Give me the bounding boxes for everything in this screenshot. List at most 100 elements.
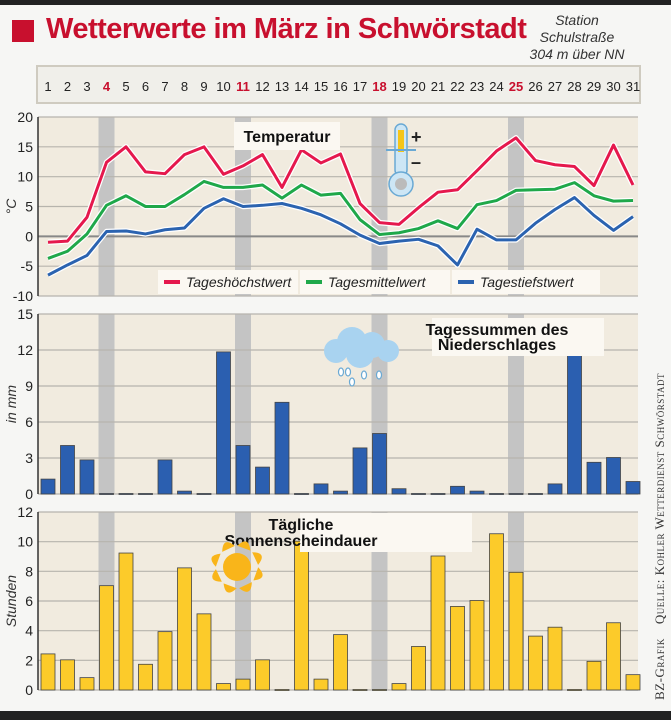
bar-day-4 bbox=[99, 493, 114, 495]
day-label: 3 bbox=[83, 79, 90, 94]
y-tick-label: 12 bbox=[17, 504, 33, 520]
chart-title-line: Niederschlages bbox=[438, 337, 556, 354]
y-axis-label: Stunden bbox=[3, 575, 19, 627]
chart-title-line: Tagessummen des bbox=[426, 322, 569, 339]
y-tick-label: 6 bbox=[25, 593, 33, 609]
bar-day-6 bbox=[138, 663, 153, 691]
day-label: 7 bbox=[161, 79, 168, 94]
credit: BZ-Grafik Quelle: Kohler Wetterdienst Sch… bbox=[652, 359, 668, 700]
day-label: 2 bbox=[64, 79, 71, 94]
bar-day-31 bbox=[625, 674, 641, 691]
thermometer-ball bbox=[395, 178, 407, 190]
y-tick-label: 12 bbox=[17, 342, 33, 358]
bar-day-22 bbox=[450, 485, 465, 495]
day-label: 12 bbox=[255, 79, 269, 94]
day-label: 17 bbox=[353, 79, 367, 94]
y-axis-label: in mm bbox=[3, 385, 19, 423]
raindrop bbox=[344, 367, 352, 377]
legend-box bbox=[158, 270, 298, 294]
sun-ray bbox=[223, 583, 237, 593]
bar-day-27 bbox=[547, 483, 563, 495]
bar-day-14 bbox=[294, 493, 309, 495]
day-label: 31 bbox=[626, 79, 640, 94]
day-label: 15 bbox=[314, 79, 328, 94]
cloud-puff bbox=[377, 340, 399, 362]
y-tick-label: 6 bbox=[25, 414, 33, 430]
station-line: 304 m über NN bbox=[529, 46, 625, 62]
top-bar bbox=[0, 0, 671, 5]
bar-day-29 bbox=[586, 660, 602, 691]
day-label: 28 bbox=[567, 79, 581, 94]
bar-day-11 bbox=[235, 445, 251, 495]
y-tick-label: 15 bbox=[17, 139, 33, 155]
bar-day-12 bbox=[255, 466, 270, 495]
bar-day-7 bbox=[157, 631, 173, 691]
raindrop bbox=[348, 377, 356, 387]
bar-day-3 bbox=[79, 677, 95, 691]
bar-day-17 bbox=[352, 689, 368, 691]
raindrop bbox=[360, 370, 368, 380]
y-tick-label: 2 bbox=[25, 652, 33, 668]
thermometer-fill bbox=[398, 130, 404, 152]
bar-day-21 bbox=[430, 493, 446, 495]
bar-day-23 bbox=[469, 600, 485, 691]
sun-ray bbox=[239, 582, 252, 592]
day-label: 10 bbox=[216, 79, 230, 94]
bar-day-15 bbox=[313, 678, 329, 691]
bar-day-20 bbox=[411, 646, 426, 691]
bar-day-26 bbox=[528, 635, 543, 691]
y-tick-label: 9 bbox=[25, 378, 33, 394]
legend-label: Tagestiefstwert bbox=[480, 274, 575, 290]
cloud-puff bbox=[346, 340, 374, 368]
bar-day-31 bbox=[625, 481, 641, 495]
day-label: 13 bbox=[275, 79, 289, 94]
series-line-Tagestiefstwert bbox=[47, 196, 634, 277]
legend-box bbox=[300, 270, 450, 294]
y-tick-label: 10 bbox=[17, 169, 33, 185]
sun-icon bbox=[211, 541, 263, 593]
bar-day-24 bbox=[489, 533, 504, 691]
day-label: 4 bbox=[103, 79, 111, 94]
title-marker bbox=[12, 20, 34, 42]
bar-day-19 bbox=[391, 683, 407, 691]
y-tick-label: 4 bbox=[25, 623, 33, 639]
station-line: Station bbox=[555, 12, 599, 28]
bar-day-15 bbox=[313, 483, 329, 495]
day-label: 19 bbox=[392, 79, 406, 94]
bar-day-16 bbox=[333, 634, 348, 691]
sun-ray bbox=[222, 542, 235, 552]
bar-day-6 bbox=[138, 493, 153, 495]
bar-day-25 bbox=[508, 493, 524, 495]
credit-source: Quelle: Kohler Wetterdienst Schwörstadt bbox=[652, 372, 667, 625]
y-tick-label: -10 bbox=[13, 288, 33, 304]
bar-day-20 bbox=[411, 493, 426, 495]
station-info: Station Schulstraße 304 m über NN bbox=[522, 12, 632, 63]
day-label: 24 bbox=[489, 79, 503, 94]
sun-ray bbox=[252, 552, 262, 565]
bar-day-9 bbox=[196, 493, 212, 495]
bar-day-12 bbox=[255, 659, 270, 691]
bar-day-4 bbox=[99, 585, 114, 691]
plus-icon: + bbox=[411, 127, 422, 147]
y-tick-label: 10 bbox=[17, 534, 33, 550]
bar-day-23 bbox=[469, 490, 485, 495]
day-row bbox=[36, 65, 641, 104]
y-tick-label: -5 bbox=[21, 258, 34, 274]
title-box bbox=[300, 513, 472, 552]
day-label: 16 bbox=[333, 79, 347, 94]
y-tick-label: 20 bbox=[17, 109, 33, 125]
station-line: Schulstraße bbox=[539, 29, 615, 45]
bar-day-22 bbox=[450, 606, 465, 691]
bar-day-8 bbox=[177, 567, 192, 691]
legend-label: Tageshöchstwert bbox=[186, 274, 292, 290]
day-label: 11 bbox=[236, 79, 250, 94]
sun-disc bbox=[223, 553, 251, 581]
credit-grafik: BZ-Grafik bbox=[652, 638, 667, 700]
day-label: 18 bbox=[372, 79, 386, 94]
bar-day-30 bbox=[606, 622, 621, 691]
y-tick-label: 8 bbox=[25, 563, 33, 579]
day-label: 23 bbox=[470, 79, 484, 94]
bar-day-18 bbox=[372, 433, 387, 495]
bar-day-3 bbox=[79, 459, 95, 495]
